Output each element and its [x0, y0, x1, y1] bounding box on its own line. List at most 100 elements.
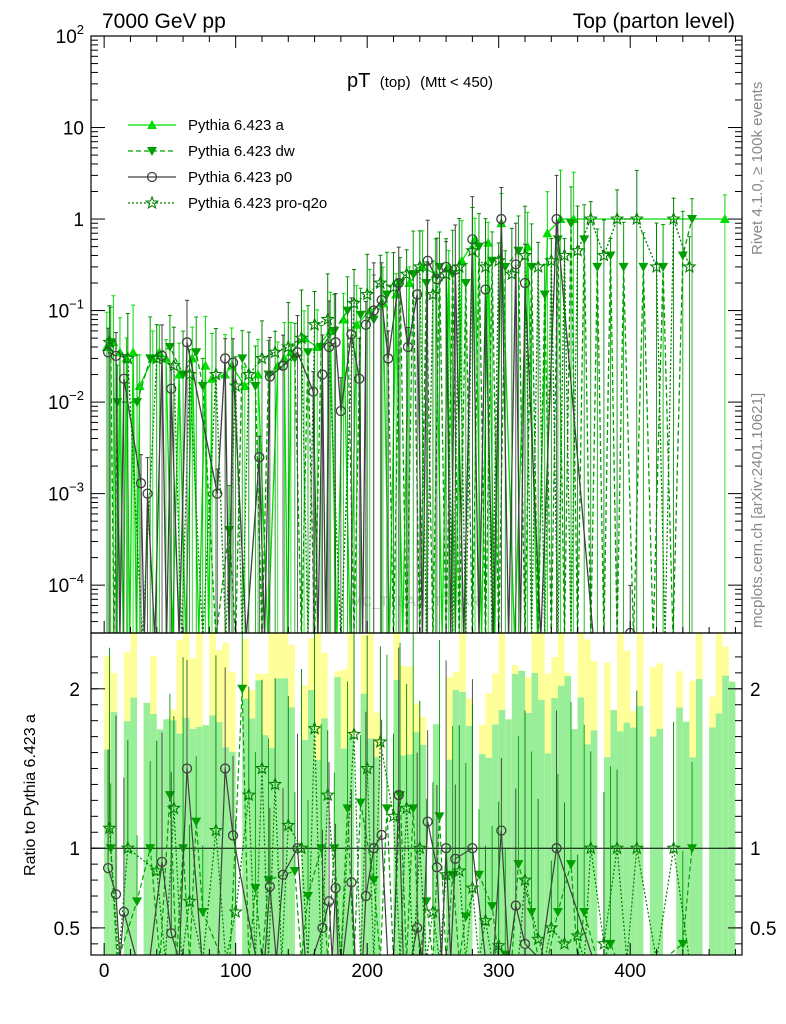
data-point: [687, 215, 698, 225]
ratio-point: [425, 904, 441, 919]
data-point: [120, 350, 135, 365]
ratio-point: [346, 726, 362, 741]
data-point: [182, 367, 197, 381]
data-point: [208, 367, 224, 381]
header-left: 7000 GeV pp: [102, 10, 226, 33]
ratio-band-inner: [682, 721, 690, 955]
ratio-band-inner: [347, 735, 355, 955]
ratio-point: [241, 787, 256, 802]
ratio-band-inner: [656, 728, 664, 955]
x-tick-label: 200: [351, 961, 383, 982]
y-tick-label: 10−3: [48, 480, 84, 506]
ratio-point: [118, 906, 130, 918]
legend-marker: [147, 147, 157, 156]
ratio-tick-label: 1: [69, 839, 80, 860]
legend-marker: [147, 120, 157, 129]
data-point: [237, 354, 248, 364]
data-point: [354, 373, 365, 384]
data-point: [112, 398, 123, 408]
ratio-point: [677, 939, 688, 949]
data-point: [610, 211, 625, 226]
ratio-point: [145, 844, 156, 854]
ratio-band-inner: [229, 751, 236, 955]
ratio-band-inner: [281, 678, 289, 955]
data-point: [197, 381, 208, 391]
ratio-point: [496, 825, 507, 836]
ratio-band-inner: [649, 736, 657, 955]
ratio-point: [264, 881, 276, 892]
data-point: [135, 478, 147, 489]
ratio-point: [557, 936, 572, 950]
data-point: [542, 228, 553, 238]
ratio-point: [102, 862, 114, 874]
ratio-point: [421, 897, 432, 907]
ratio-point: [197, 907, 208, 917]
legend-marker: [146, 171, 158, 183]
ratio-point: [156, 856, 168, 868]
data-point: [491, 253, 506, 267]
data-point: [666, 211, 681, 226]
data-point: [682, 259, 697, 274]
ratio-band-inner: [215, 722, 223, 955]
ratio-point: [460, 912, 471, 922]
data-point: [566, 219, 577, 229]
data-point: [228, 378, 243, 393]
data-point: [346, 329, 357, 340]
ratio-band-inner: [275, 678, 282, 955]
ratio-band-inner: [722, 675, 729, 955]
ratio-point: [431, 862, 443, 873]
ratio-band-inner: [123, 721, 131, 955]
series-2: [102, 174, 636, 633]
ratio-band-inner: [551, 698, 558, 955]
ratio-band-inner: [196, 726, 203, 955]
data-point: [460, 279, 471, 289]
data-point: [360, 319, 372, 330]
ratio-point: [346, 877, 357, 888]
ratio-point: [526, 907, 537, 917]
data-point: [110, 350, 122, 362]
ratio-point: [164, 791, 175, 801]
ratio-band-inner: [636, 706, 644, 955]
legend-label: Pythia 6.423 dw: [188, 143, 295, 160]
ratio-point: [228, 904, 243, 919]
x-tick-label: 400: [614, 961, 646, 982]
plot-title: pT (top) (Mtt < 450): [347, 70, 493, 92]
data-point: [452, 259, 467, 274]
ratio-point: [132, 897, 143, 907]
data-point: [473, 242, 484, 252]
ratio-band-inner: [150, 713, 157, 955]
data-point: [303, 348, 313, 358]
ratio-point: [478, 913, 493, 927]
data-point: [335, 405, 347, 417]
data-point: [360, 286, 375, 301]
ratio-point: [181, 763, 193, 774]
ratio-tick-label-right: 2: [750, 680, 761, 701]
data-point: [399, 266, 414, 281]
ratio-band-inner: [531, 673, 539, 955]
ratio-band-inner: [478, 753, 486, 955]
data-point: [530, 259, 546, 274]
ratio-band-inner: [301, 739, 308, 955]
data-point: [317, 369, 328, 380]
ratio-band-inner: [492, 724, 499, 955]
ratio-point: [277, 869, 289, 880]
ratio-point: [330, 882, 341, 894]
mcplots-label: mcplots.cern.ch [arXiv:2401.10621]: [749, 393, 766, 628]
ratio-point: [303, 892, 313, 902]
ratio-band-inner: [202, 725, 210, 955]
ratio-point: [519, 938, 531, 949]
ratio-band-inner: [400, 755, 407, 955]
ratio-point: [294, 840, 309, 855]
data-point: [181, 337, 193, 348]
ratio-band-inner: [459, 691, 466, 955]
data-point: [557, 248, 572, 262]
ratio-tick-label-right: 0.5: [750, 919, 776, 940]
ratio-band-inner: [676, 707, 683, 955]
ratio-point: [110, 889, 122, 900]
ratio-band-inner: [413, 732, 420, 955]
ratio-band-inner: [432, 724, 440, 955]
ratio-band-inner: [584, 744, 591, 955]
legend: Pythia 6.423 a Pythia 6.423 dw Pythia 6.42…: [128, 117, 327, 212]
data-point: [241, 366, 256, 381]
ratio-point: [399, 800, 414, 815]
